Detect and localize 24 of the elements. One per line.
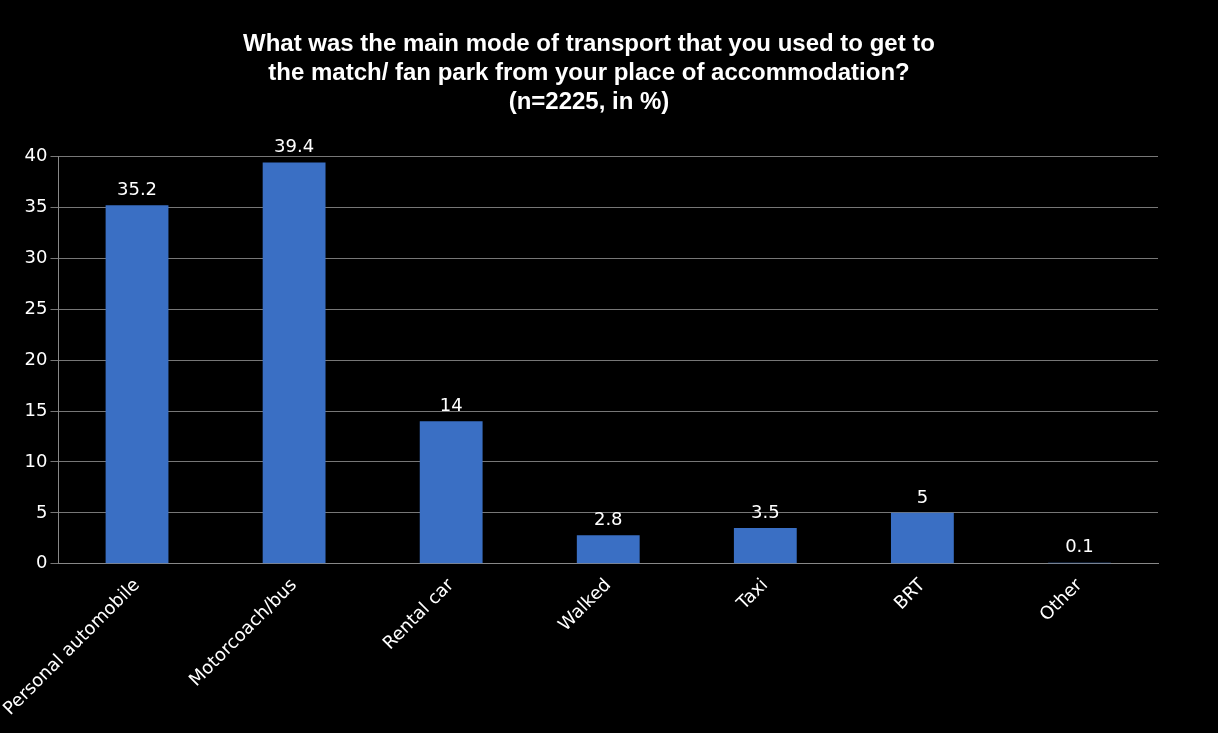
y-tick-label: 25 (24, 296, 48, 318)
y-tick-label: 20 (24, 347, 48, 369)
bar (890, 512, 954, 564)
x-tick-label: Taxi (731, 573, 772, 614)
bar (733, 528, 797, 564)
y-tick-label: 10 (24, 449, 48, 471)
y-tick-label: 35 (24, 194, 48, 216)
data-label: 2.8 (593, 507, 623, 529)
data-label: 5 (916, 485, 929, 507)
data-label: 3.5 (751, 500, 780, 522)
data-label: 0.1 (1065, 535, 1094, 557)
bar (262, 162, 326, 564)
y-tick-label: 30 (24, 245, 48, 267)
data-label: 35.2 (116, 177, 158, 199)
y-tick-label: 15 (24, 398, 48, 420)
y-tick-label: 0 (36, 551, 48, 573)
data-label: 39.4 (274, 135, 315, 157)
y-tick-label: 40 (24, 144, 48, 166)
bar (419, 421, 483, 564)
bar (105, 205, 169, 564)
chart-title: What was the main mode of transport that you used to get to the match/ fan park from your place of accommodation? (n=2225, in %) (242, 29, 936, 114)
data-label: 14 (439, 393, 463, 415)
y-tick-label: 5 (36, 500, 48, 522)
bar (576, 535, 640, 564)
